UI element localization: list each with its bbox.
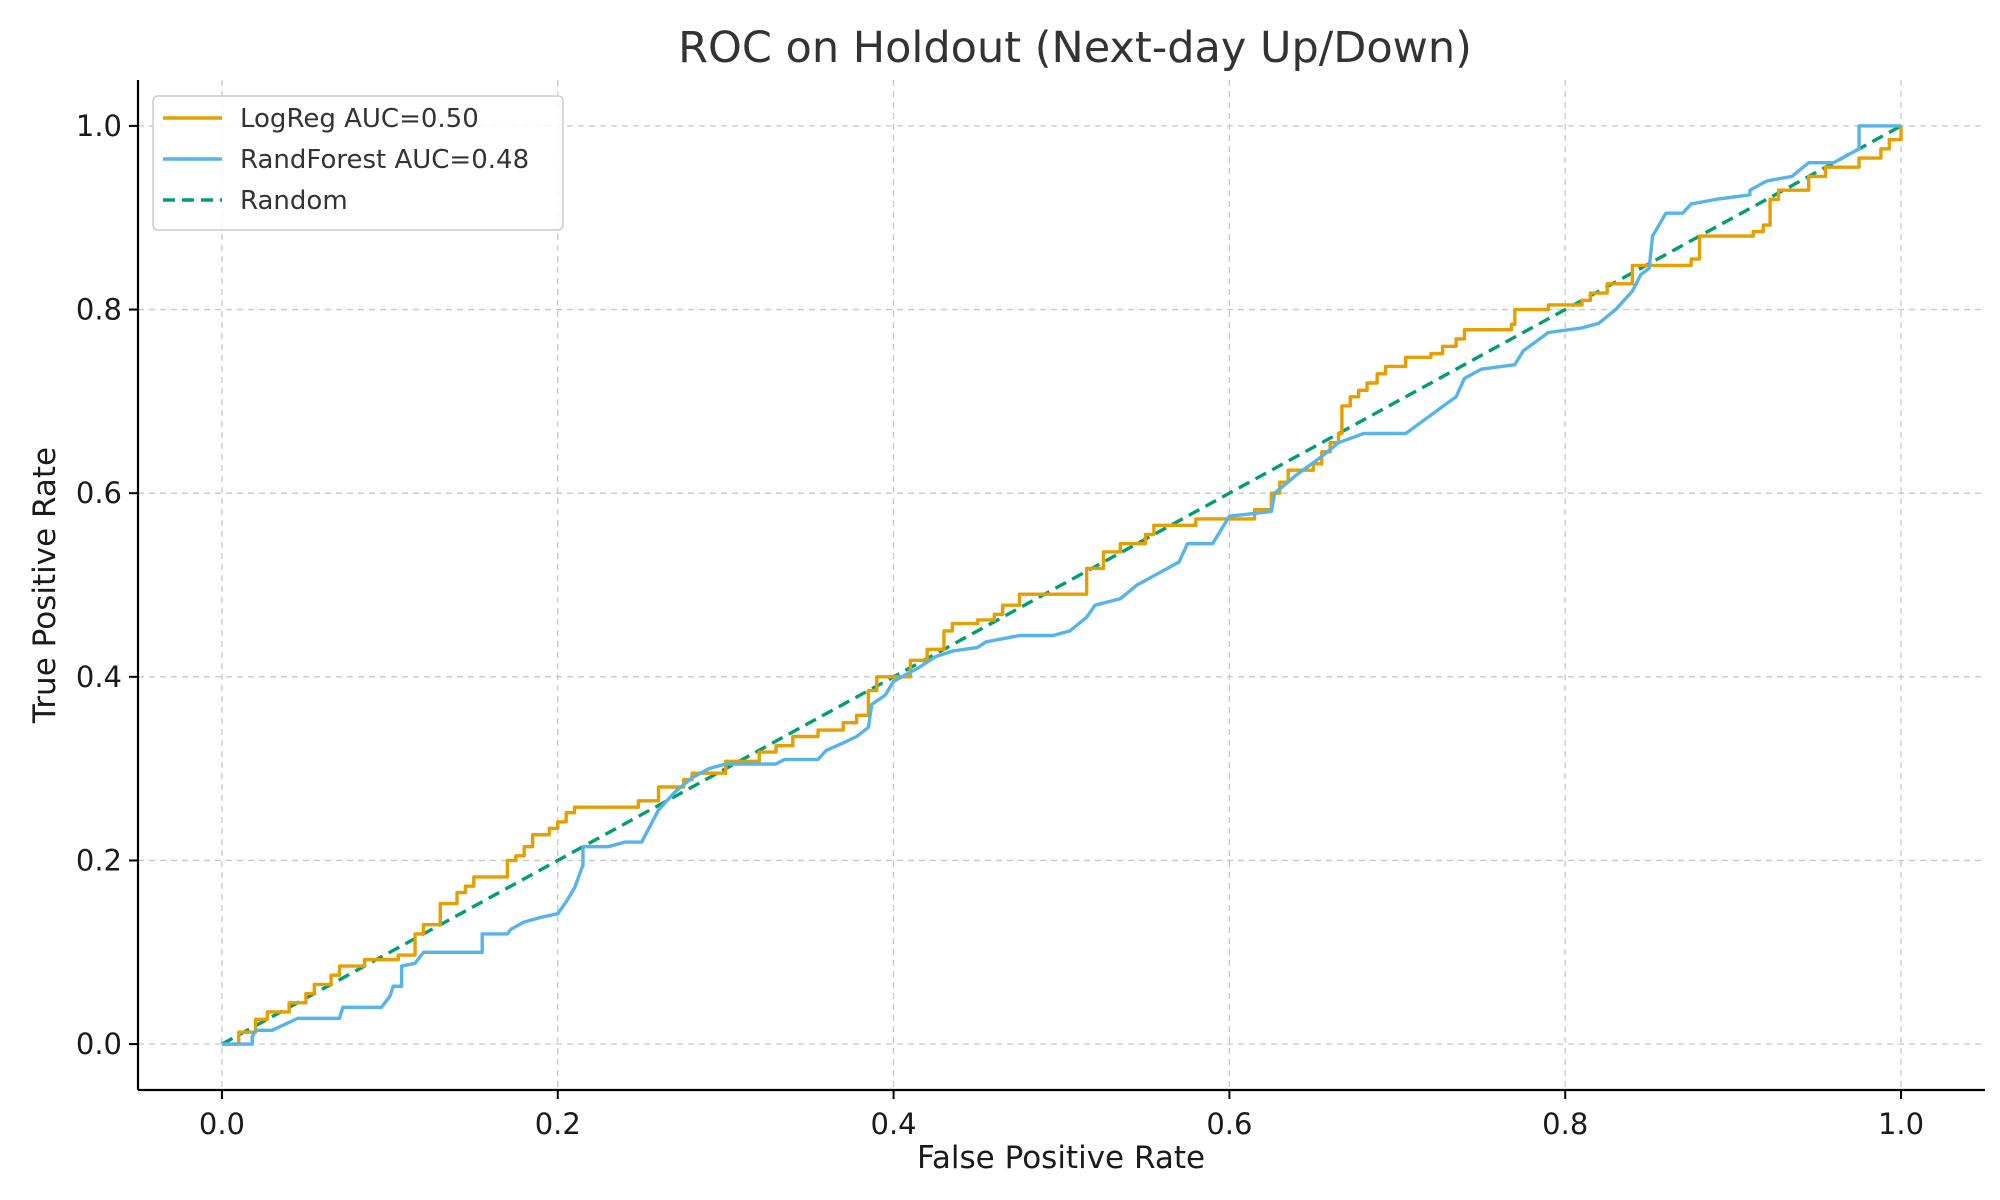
x-tick-label: 0.4 (871, 1107, 917, 1141)
series-layer (221, 124, 1903, 1046)
y-axis-ticks: 0.0 0.2 0.4 0.6 0.8 1.0 (76, 109, 138, 1061)
x-tick-label: 0.0 (199, 1107, 245, 1141)
series-line-2 (221, 124, 1902, 1046)
y-tick-label: 0.6 (76, 476, 122, 510)
legend: LogReg AUC=0.50 RandForest AUC=0.48 Random (152, 95, 564, 231)
x-axis-title: False Positive Rate (917, 1140, 1205, 1176)
x-tick-label: 0.2 (535, 1107, 581, 1141)
series-line-1 (221, 124, 1902, 1046)
x-tick-label: 0.8 (1542, 1107, 1588, 1141)
chart-title: ROC on Holdout (Next-day Up/Down) (678, 23, 1472, 73)
y-axis-title: True Positive Rate (27, 447, 63, 724)
legend-box (152, 95, 564, 231)
legend-label-1: RandForest AUC=0.48 (240, 145, 529, 175)
x-tick-label: 1.0 (1878, 1107, 1924, 1141)
y-tick-label: 1.0 (76, 109, 122, 143)
legend-label-0: LogReg AUC=0.50 (240, 104, 479, 134)
y-tick-label: 0.8 (76, 293, 122, 327)
y-tick-label: 0.2 (76, 843, 122, 877)
x-axis-ticks: 0.0 0.2 0.4 0.6 0.8 1.0 (199, 1090, 1924, 1141)
legend-label-2: Random (240, 186, 348, 216)
y-tick-label: 0.4 (76, 660, 122, 694)
x-tick-label: 0.6 (1206, 1107, 1252, 1141)
grid-lines (138, 80, 1985, 1090)
series-line-0 (221, 125, 1903, 1046)
y-tick-label: 0.0 (76, 1027, 122, 1061)
